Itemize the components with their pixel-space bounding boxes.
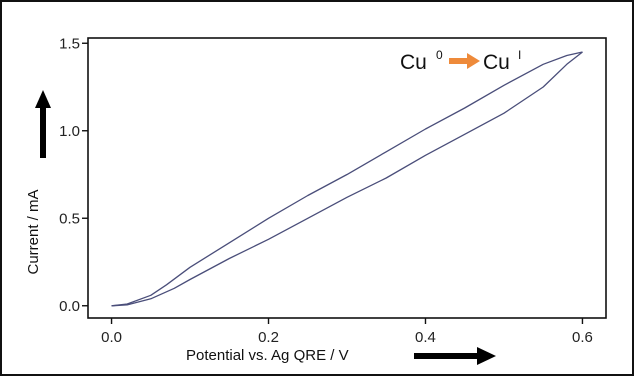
plot-border: [87, 37, 607, 319]
redox-annotation: Cu 0 Cu I: [400, 48, 521, 74]
orange-arrow-icon: [449, 53, 480, 69]
x-axis-label-group: Potential vs. Ag QRE / V: [186, 347, 496, 365]
y-tick-label: 0.0: [59, 298, 80, 315]
annotation-to-base: Cu: [483, 51, 510, 74]
y-tick-label: 1.0: [59, 123, 80, 140]
y-axis-label-group: Current / mA: [25, 90, 51, 275]
y-axis-arrow-head: [35, 90, 51, 108]
forward-scan-line: [111, 51, 583, 307]
annotation-from-base: Cu: [400, 51, 427, 74]
y-axis-label: Current / mA: [25, 189, 42, 274]
x-axis-label: Potential vs. Ag QRE / V: [186, 347, 349, 364]
y-tick-label: 0.5: [59, 210, 80, 227]
x-axis-arrow-head: [477, 347, 496, 365]
y-axis-arrow-shaft: [40, 106, 46, 158]
x-tick-label: 0.6: [572, 329, 593, 346]
axis-ticks: 0.0 0.2 0.4 0.6 0.0 0.5 1.0 1.5: [59, 35, 593, 346]
y-tick-label: 1.5: [59, 35, 80, 52]
annotation-from-sup: 0: [436, 48, 443, 62]
plot-area: [87, 37, 607, 319]
x-tick-label: 0.0: [101, 329, 122, 346]
reverse-scan-line: [111, 51, 583, 307]
x-tick-label: 0.4: [415, 329, 436, 346]
cv-curves: [111, 51, 583, 307]
x-axis-arrow-shaft: [414, 353, 479, 359]
annotation-to-sup: I: [518, 48, 521, 62]
x-tick-label: 0.2: [258, 329, 279, 346]
